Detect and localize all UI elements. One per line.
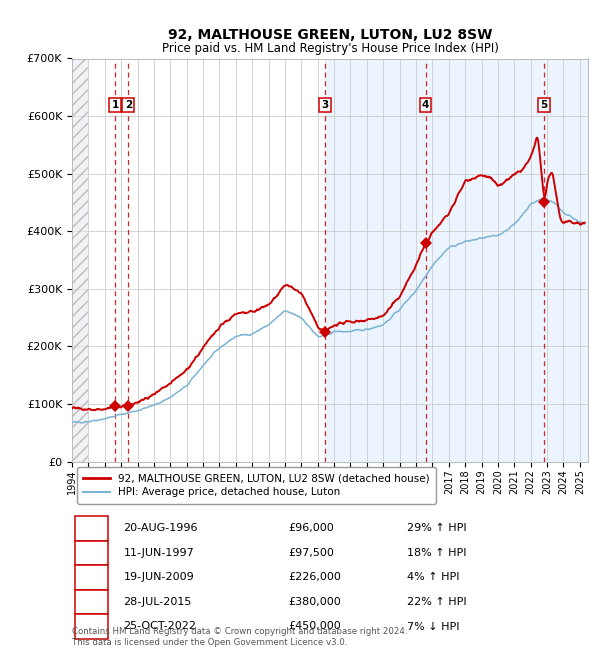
Text: £96,000: £96,000 [289,523,334,533]
Text: 20-AUG-1996: 20-AUG-1996 [124,523,198,533]
Text: 4: 4 [87,597,95,607]
Text: 5: 5 [87,621,95,632]
Text: 25-OCT-2022: 25-OCT-2022 [124,621,197,632]
FancyBboxPatch shape [74,614,108,639]
FancyBboxPatch shape [74,565,108,590]
Text: 29% ↑ HPI: 29% ↑ HPI [407,523,467,533]
Text: Price paid vs. HM Land Registry's House Price Index (HPI): Price paid vs. HM Land Registry's House … [161,42,499,55]
Text: 18% ↑ HPI: 18% ↑ HPI [407,548,467,558]
Text: £97,500: £97,500 [289,548,335,558]
Text: 3: 3 [322,100,329,110]
Text: 2: 2 [125,100,132,110]
Text: 7% ↓ HPI: 7% ↓ HPI [407,621,460,632]
Text: £450,000: £450,000 [289,621,341,632]
Text: 1: 1 [112,100,119,110]
Legend: 92, MALTHOUSE GREEN, LUTON, LU2 8SW (detached house), HPI: Average price, detach: 92, MALTHOUSE GREEN, LUTON, LU2 8SW (det… [77,467,436,504]
Text: Contains HM Land Registry data © Crown copyright and database right 2024.
This d: Contains HM Land Registry data © Crown c… [72,627,407,647]
Text: 11-JUN-1997: 11-JUN-1997 [124,548,194,558]
Text: 1: 1 [87,523,95,533]
Text: 3: 3 [87,573,95,582]
FancyBboxPatch shape [74,516,108,541]
Text: £226,000: £226,000 [289,573,341,582]
FancyBboxPatch shape [74,590,108,614]
Text: 4: 4 [422,100,429,110]
Text: 4% ↑ HPI: 4% ↑ HPI [407,573,460,582]
Bar [325,58,588,462]
FancyBboxPatch shape [74,541,108,565]
Text: 22% ↑ HPI: 22% ↑ HPI [407,597,467,607]
Text: £380,000: £380,000 [289,597,341,607]
Text: 5: 5 [541,100,548,110]
Text: 28-JUL-2015: 28-JUL-2015 [124,597,192,607]
Text: 19-JUN-2009: 19-JUN-2009 [124,573,194,582]
Text: 2: 2 [87,548,95,558]
Text: 92, MALTHOUSE GREEN, LUTON, LU2 8SW: 92, MALTHOUSE GREEN, LUTON, LU2 8SW [168,28,492,42]
